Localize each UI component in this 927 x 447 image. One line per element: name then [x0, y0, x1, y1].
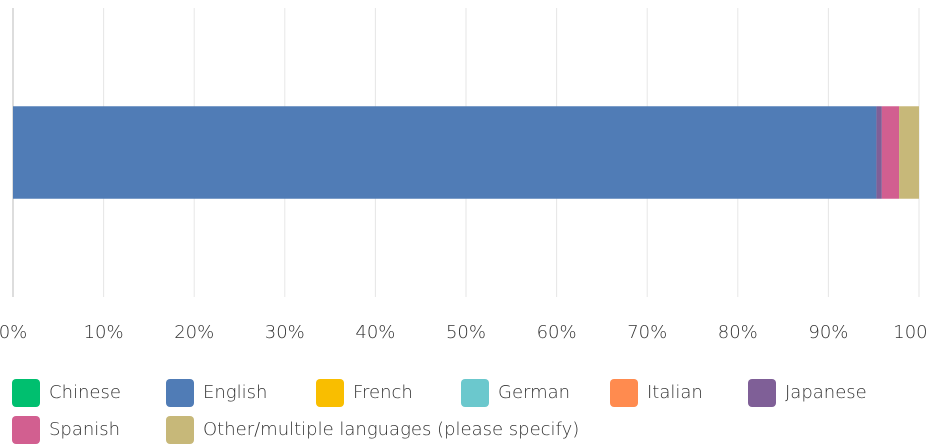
x-tick-label: 100% [893, 322, 927, 343]
x-tick-label: 80% [718, 322, 758, 343]
x-tick-label: 10% [84, 322, 124, 343]
legend-label: English [203, 382, 267, 403]
legend-swatch [316, 379, 344, 407]
legend-swatch [461, 379, 489, 407]
x-tick-label: 70% [627, 322, 667, 343]
x-tick-label: 0% [0, 322, 27, 343]
legend-label: Spanish [49, 419, 120, 440]
x-tick-label: 20% [174, 322, 214, 343]
x-tick-label: 30% [265, 322, 305, 343]
legend-label: Japanese [785, 382, 867, 403]
legend-swatch [166, 379, 194, 407]
legend-label: French [353, 382, 413, 403]
x-tick-label: 50% [446, 322, 486, 343]
bar-segment [13, 106, 877, 199]
legend-swatch [166, 416, 194, 444]
x-tick-label: 40% [355, 322, 395, 343]
bar-segment [899, 106, 919, 199]
bar-segment [881, 106, 900, 199]
x-tick-label: 60% [537, 322, 577, 343]
legend-swatch [610, 379, 638, 407]
legend-label: Other/multiple languages (please specify… [203, 419, 579, 440]
legend-label: German [498, 382, 570, 403]
x-tick-label: 90% [808, 322, 848, 343]
legend-swatch [748, 379, 776, 407]
bar-segment [876, 106, 882, 199]
legend-label: Chinese [49, 382, 121, 403]
legend-swatch [12, 416, 40, 444]
legend-swatch [12, 379, 40, 407]
legend-label: Italian [647, 382, 703, 403]
